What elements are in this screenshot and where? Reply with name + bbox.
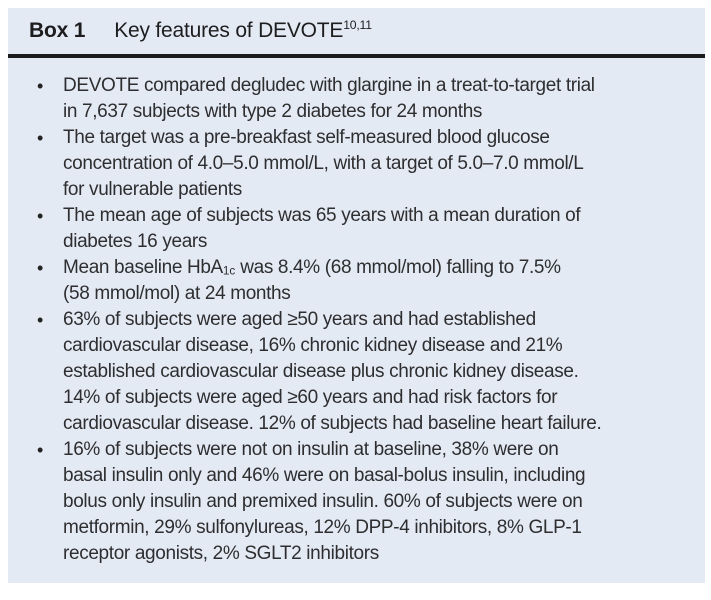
bullet-icon: • <box>37 310 43 330</box>
bullet-text: The target was a pre-breakfast self-meas… <box>63 127 584 200</box>
list-item: • 63% of subjects were aged ≥50 years an… <box>37 307 701 437</box>
box-title-text: Key features of DEVOTE <box>114 19 344 42</box>
bullet-text: The mean age of subjects was 65 years wi… <box>63 205 581 252</box>
bullet-text-post: was 8.4% (68 mmol/mol) falling to 7.5% (… <box>63 257 561 304</box>
bullet-icon: • <box>37 206 43 226</box>
reference-superscript: 10,11 <box>343 18 372 32</box>
hba1c-subscript: 1c <box>222 264 236 278</box>
bullet-text: DEVOTE compared degludec with glargine i… <box>63 75 595 122</box>
bullet-text-pre: Mean baseline HbA <box>63 257 223 278</box>
bullet-icon: • <box>37 258 43 278</box>
list-item: • DEVOTE compared degludec with glargine… <box>37 73 701 125</box>
box-header: Box 1 Key features of DEVOTE10,11 <box>8 8 705 54</box>
box-1: Box 1 Key features of DEVOTE10,11 • DEVO… <box>8 8 705 583</box>
bullet-icon: • <box>37 440 43 460</box>
header-divider <box>8 54 705 58</box>
bullet-text: 63% of subjects were aged ≥50 years and … <box>63 309 602 434</box>
box-title: Key features of DEVOTE10,11 <box>114 19 372 43</box>
bullet-icon: • <box>37 128 43 148</box>
list-item: • The mean age of subjects was 65 years … <box>37 203 701 255</box>
bullet-text: 16% of subjects were not on insulin at b… <box>63 439 586 564</box>
bullet-list: • DEVOTE compared degludec with glargine… <box>8 73 705 567</box>
list-item: • 16% of subjects were not on insulin at… <box>37 437 701 567</box>
bullet-text: Mean baseline HbA1c was 8.4% (68 mmol/mo… <box>63 255 701 307</box>
box-label: Box 1 <box>29 19 86 42</box>
list-item: • Mean baseline HbA1c was 8.4% (68 mmol/… <box>37 255 701 307</box>
bullet-icon: • <box>37 76 43 96</box>
list-item: • The target was a pre-breakfast self-me… <box>37 125 701 203</box>
